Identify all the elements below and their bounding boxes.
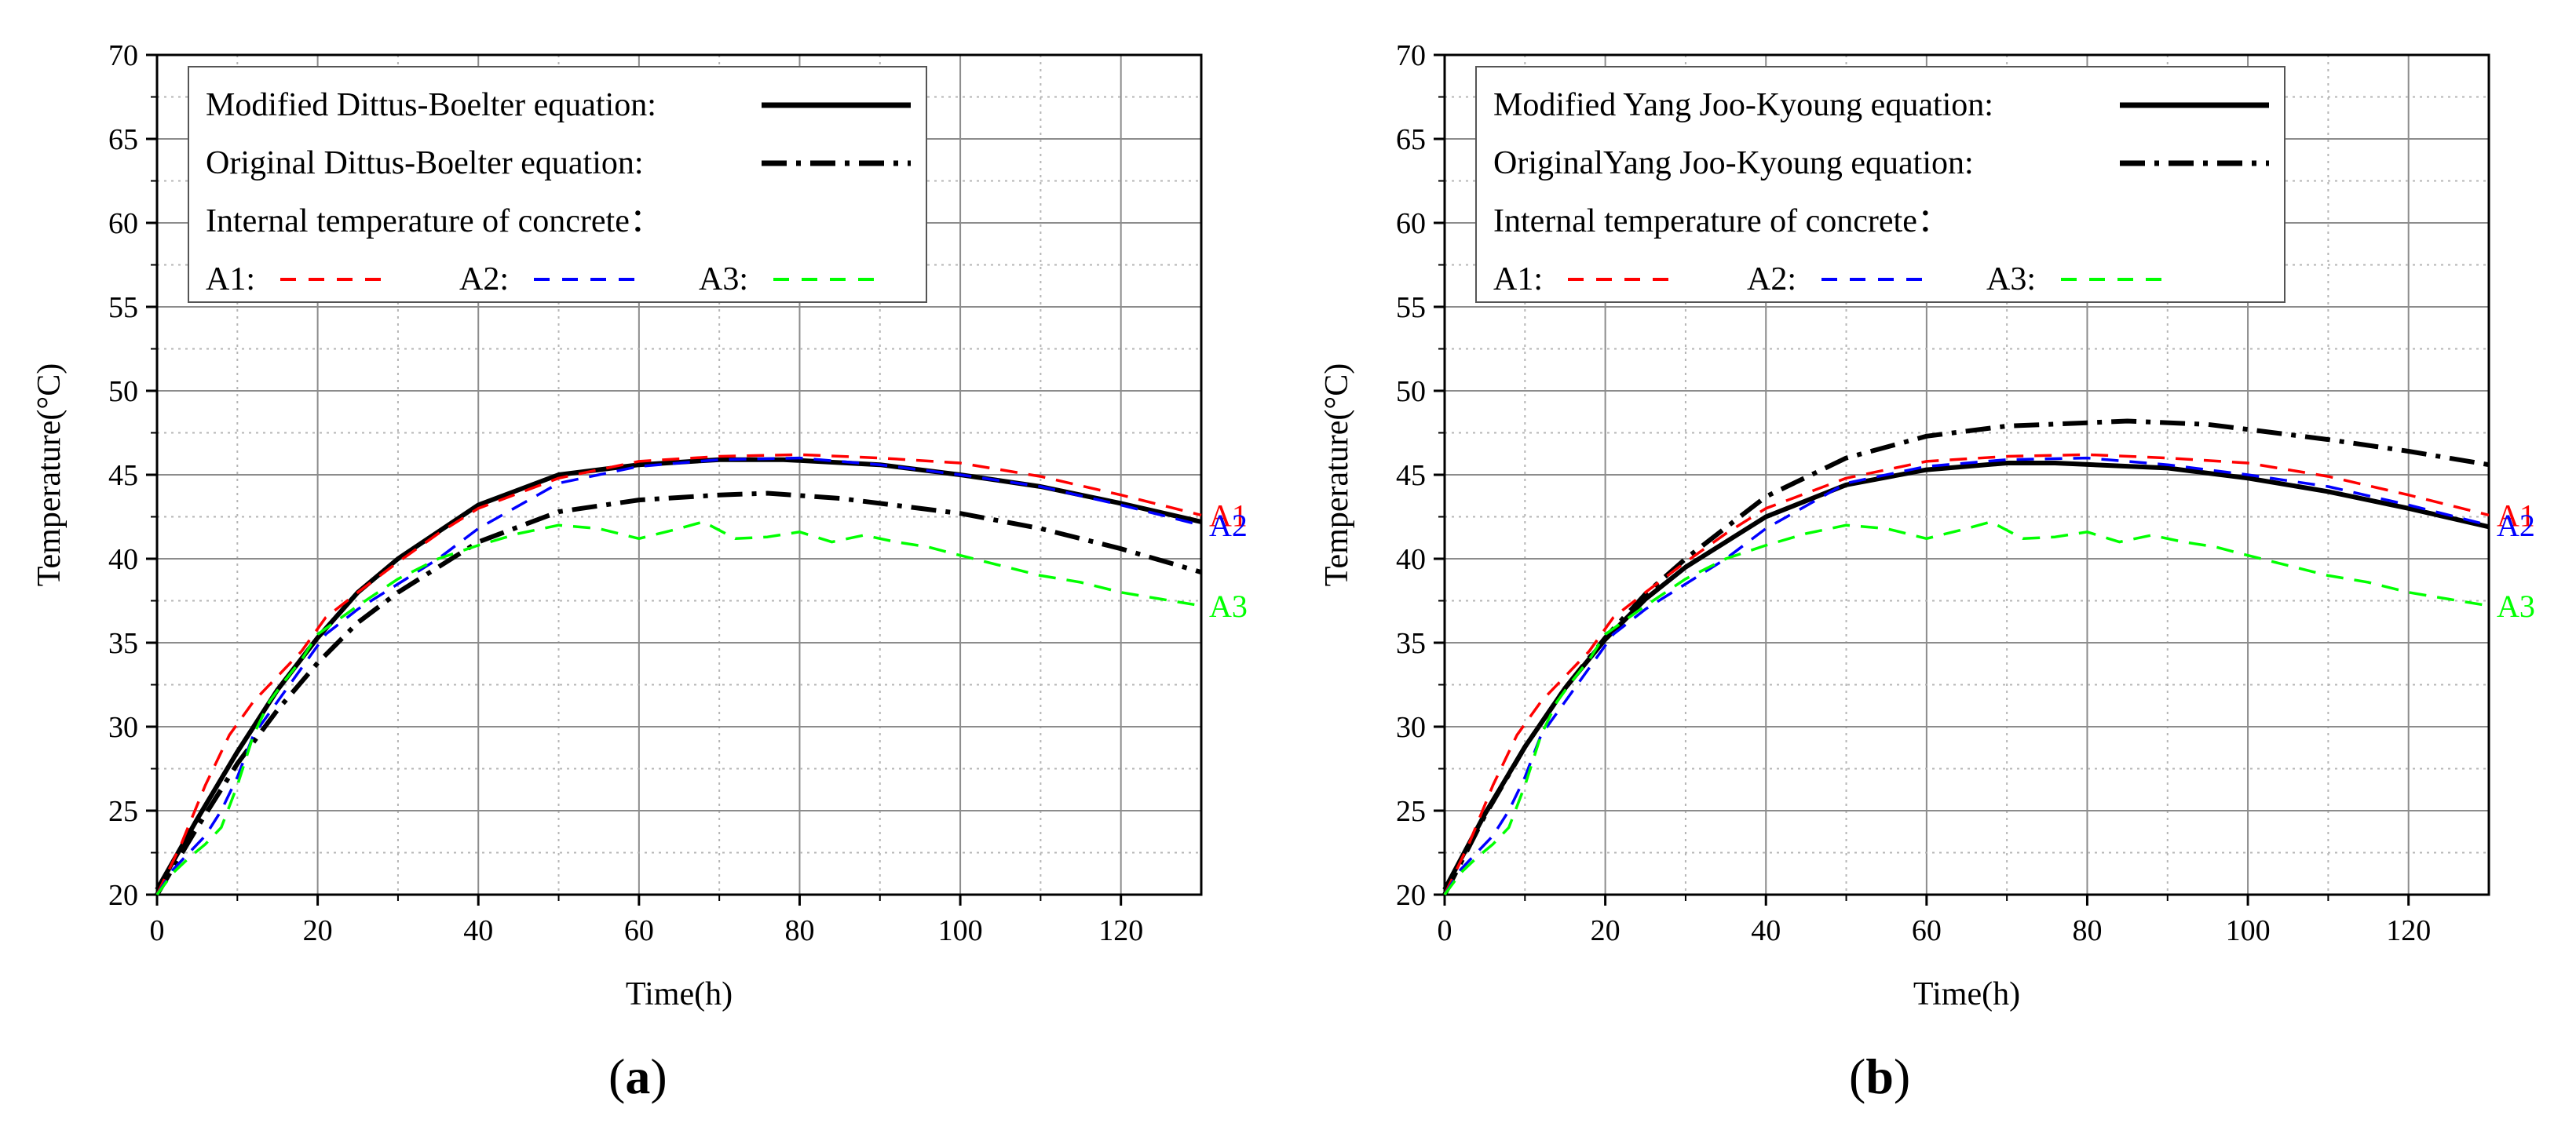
y-tick-label: 60 (108, 207, 138, 240)
y-tick-label: 35 (108, 627, 138, 660)
y-tick-label: 45 (108, 459, 138, 492)
end-label-a2: A2 (2497, 508, 2535, 543)
end-label-a1: A1 (1209, 498, 1248, 533)
y-tick-label: 35 (1396, 627, 1426, 660)
x-tick-label: 20 (303, 914, 333, 947)
y-tick-label: 30 (108, 711, 138, 744)
y-tick-label: 40 (1396, 543, 1426, 576)
y-tick-label: 65 (108, 123, 138, 156)
legend-label-a1: A1: (1493, 261, 1543, 297)
x-tick-label: 120 (2386, 914, 2431, 947)
y-tick-label: 60 (1396, 207, 1426, 240)
y-tick-label: 65 (1396, 123, 1426, 156)
series-original-line (1442, 418, 2490, 896)
x-tick-label: 60 (1912, 914, 1942, 947)
series-a2-line (1443, 456, 2490, 895)
y-tick-label: 50 (108, 375, 138, 408)
y-tick-label: 45 (1396, 459, 1426, 492)
y-tick-label: 55 (1396, 291, 1426, 324)
legend-label-a2: A2: (1747, 261, 1796, 297)
line-chart-b: 0 20 40 60 80 100 120 20 25 30 35 40 45 50 55 60 65 70 Tim… (1319, 39, 2535, 1012)
end-label-a3: A3 (2497, 589, 2535, 624)
series-modified-line (1442, 461, 2490, 892)
chart-panel-a: 0 20 40 60 80 100 120 20 25 30 35 40 45 50 55 60 65 70 Tim… (31, 39, 1248, 1104)
series-original-line (155, 490, 1202, 896)
x-tick-label: 0 (1438, 914, 1452, 947)
y-tick-label: 40 (108, 543, 138, 576)
chart-a-grid (157, 55, 1201, 895)
series-a3-line (1443, 520, 2490, 896)
y-tick-label: 70 (1396, 39, 1426, 72)
legend-label: Modified Dittus-Boelter equation: (206, 87, 656, 123)
end-label-a2: A2 (1209, 508, 1248, 543)
x-tick-label: 20 (1591, 914, 1621, 947)
y-tick-label: 20 (1396, 879, 1426, 912)
y-tick-label: 55 (108, 291, 138, 324)
x-tick-label: 40 (463, 914, 493, 947)
x-tick-label: 40 (1751, 914, 1781, 947)
panel-label-b-letter: b (1865, 1048, 1894, 1104)
legend-label: Modified Yang Joo-Kyoung equation: (1493, 87, 1993, 123)
x-tick-label: 80 (784, 914, 814, 947)
end-label-a1: A1 (2497, 498, 2535, 533)
x-tick-label: 100 (2226, 914, 2271, 947)
x-axis-title: Time(h) (626, 976, 733, 1012)
x-tick-label: 60 (624, 914, 654, 947)
legend-label: Original Dittus-Boelter equation: (206, 145, 644, 181)
legend-label-a1: A1: (206, 261, 255, 297)
legend-label: OriginalYang Joo-Kyoung equation: (1493, 145, 1974, 181)
panel-label-a: (a) (608, 1048, 667, 1104)
panel-label-b: (b) (1849, 1048, 1911, 1104)
x-tick-label: 80 (2072, 914, 2102, 947)
y-tick-label: 50 (1396, 375, 1426, 408)
x-tick-label: 120 (1098, 914, 1143, 947)
series-a2-line (155, 456, 1202, 895)
x-tick-label: 100 (938, 914, 983, 947)
series-a3-line (155, 520, 1202, 896)
series-a1-line (155, 453, 1202, 895)
legend-label-a2: A2: (459, 261, 509, 297)
end-label-a3: A3 (1209, 589, 1248, 624)
x-axis-title: Time(h) (1913, 976, 2020, 1012)
line-chart-a: 0 20 40 60 80 100 120 20 25 30 35 40 45 50 55 60 65 70 Tim… (31, 39, 1248, 1012)
x-tick-label: 0 (150, 914, 165, 947)
y-tick-label: 20 (108, 879, 138, 912)
legend-label: Internal temperature of concrete： (1493, 203, 1950, 239)
y-axis-title: Temperature(°C) (31, 363, 68, 586)
series-a1-line (1443, 453, 2490, 895)
y-tick-label: 30 (1396, 711, 1426, 744)
legend-label: Internal temperature of concrete： (206, 203, 663, 239)
y-tick-label: 25 (1396, 795, 1426, 828)
y-axis-title: Temperature(°C) (1319, 363, 1355, 586)
series-modified-line (155, 457, 1202, 892)
legend-label-a3: A3: (1986, 261, 2036, 297)
chart-panel-b: 0 20 40 60 80 100 120 20 25 30 35 40 45 50 55 60 65 70 Tim… (1288, 0, 2575, 1145)
legend-label-a3: A3: (699, 261, 748, 297)
panel-label-a-letter: a (625, 1048, 651, 1104)
y-tick-label: 25 (108, 795, 138, 828)
y-tick-label: 70 (108, 39, 138, 72)
